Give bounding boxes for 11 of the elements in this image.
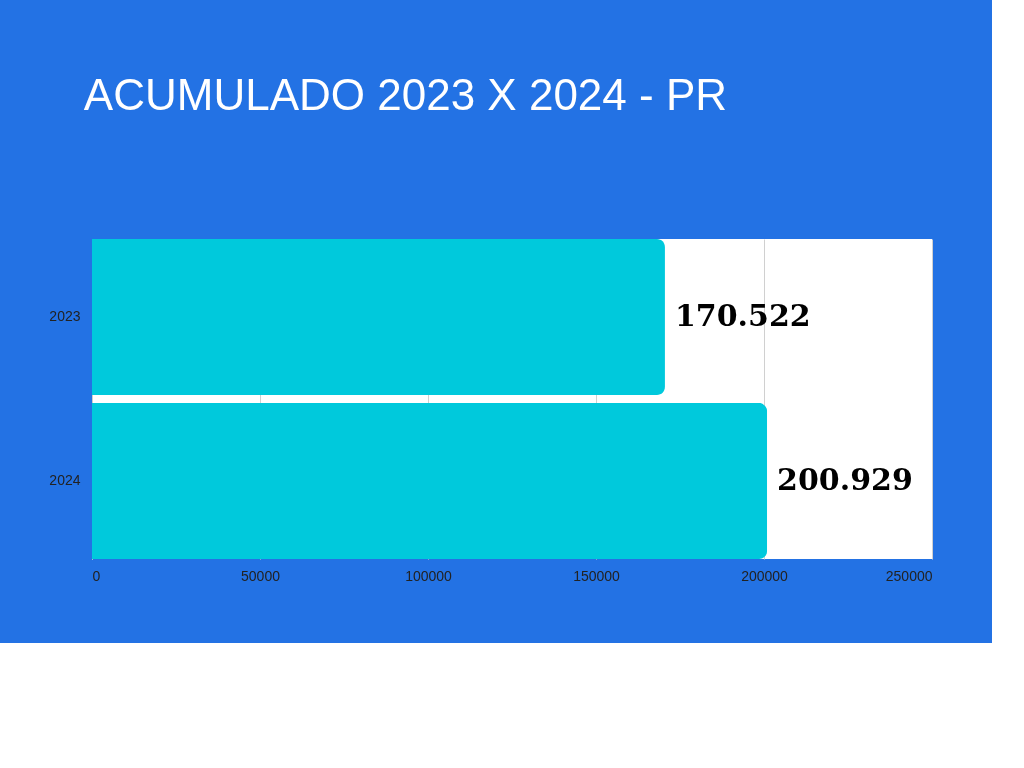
x-tick-label: 0 [92,567,101,584]
data-label: 200.929 [777,462,913,498]
x-tick-label: 150000 [573,567,621,584]
chart-title: ACUMULADO 2023 X 2024 - PR [83,70,728,119]
x-tick-label: 250000 [885,567,933,584]
x-tick-label: 200000 [741,567,789,584]
y-tick-label: 2023 [49,307,81,324]
data-label: 170.522 [674,297,811,333]
x-tick-label: 100000 [405,567,453,584]
y-tick-label: 2024 [49,472,81,489]
x-tick-label: 50000 [241,567,281,584]
